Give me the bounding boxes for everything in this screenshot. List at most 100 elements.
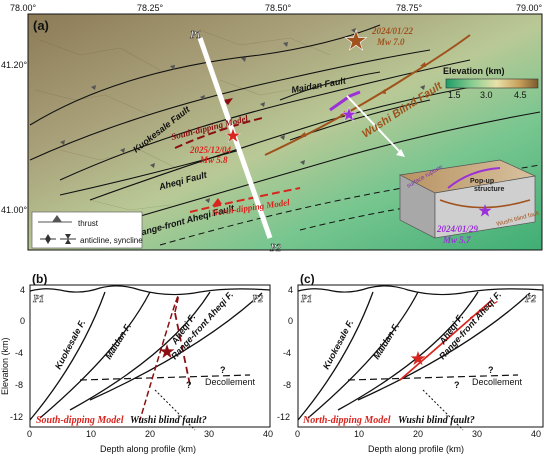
- elevation-tick-3: 4.5: [514, 90, 527, 100]
- section-c: (c) P1 P2 Kuokesale F. Maidan F. Aheqi F…: [277, 272, 544, 454]
- elevation-tick-1: 1.5: [448, 90, 461, 100]
- section-c-q1: ?: [454, 380, 460, 390]
- section-c-xtick-1: 10: [354, 429, 364, 439]
- section-b-decollement: [79, 374, 251, 381]
- section-b-ytick-4: -12: [10, 412, 23, 422]
- section-c-xtick-3: 30: [472, 429, 482, 439]
- fault-lines: [29, 24, 541, 223]
- section-c-ytick-1: 0: [288, 316, 293, 326]
- section-b-ytick-2: -4: [15, 348, 23, 358]
- section-c-xtick-2: 20: [413, 429, 423, 439]
- section-b-xlabel: Depth along profile (km): [100, 444, 196, 454]
- elevation-tick-2: 3.0: [480, 90, 493, 100]
- popup-surface-rupture: [329, 90, 361, 112]
- symbol-legend-box: [31, 211, 143, 249]
- section-b-decollement-label: Decollement: [205, 377, 256, 387]
- section-b-south-dip-upper: [139, 294, 180, 421]
- section-c-decollement: [347, 374, 519, 381]
- star-2025-12-04: [224, 127, 242, 143]
- map-panel: P1 P2 2024/01/22 Mw 7.0 2025/12/04 Mw 5.…: [1, 3, 543, 254]
- star-2024-01-22: [344, 29, 368, 51]
- y-axis-label: Elevation (km): [0, 337, 10, 395]
- section-b-south-dip: [174, 312, 191, 386]
- section-b-q2: ?: [220, 365, 226, 375]
- event1-date: 2024/01/22: [371, 26, 414, 36]
- event3-mag: Mw 5.7: [442, 235, 471, 245]
- section-c-star: [410, 351, 426, 366]
- legend-fold-label: anticline, syncline: [80, 236, 143, 245]
- profile-p1: P1: [190, 30, 201, 41]
- map-frame: [27, 13, 543, 251]
- section-b-ytick-0: 4: [20, 285, 25, 295]
- section-b-xtick-4: 40: [263, 429, 273, 439]
- panel-b-label: (b): [32, 272, 47, 286]
- lon-tick-3: 78.75°: [396, 3, 423, 13]
- section-c-model-label: North-dipping Model: [302, 415, 391, 426]
- section-b-star: [159, 344, 175, 359]
- section-c-q2: ?: [488, 365, 494, 375]
- block-star: [478, 204, 492, 217]
- lat-tick-0: 41.20°: [1, 60, 28, 70]
- section-c-p1: P1: [301, 294, 312, 305]
- section-c-topography: [297, 285, 544, 296]
- north-dipping-trace: [189, 187, 301, 213]
- section-b: (b) P1 P2 Kuokesale F. Maidan F. Aheqi F…: [10, 272, 273, 454]
- block-popup-line1: Pop-up: [470, 178, 494, 185]
- section-c-ytick-0: 4: [288, 285, 293, 295]
- section-b-p1: P1: [33, 294, 44, 305]
- elevation-legend: Elevation (km) 1.5 3.0 4.5: [443, 66, 539, 100]
- lon-tick-0: 78.00°: [10, 3, 37, 13]
- section-b-ytick-3: -8: [15, 380, 23, 390]
- section-b-p2: P2: [252, 294, 263, 305]
- event1-mag: Mw 7.0: [376, 37, 405, 47]
- legend-syncline-symbol: [65, 234, 71, 244]
- event2-mag: Mw 5.8: [199, 155, 228, 165]
- lon-tick-4: 79.00°: [516, 3, 543, 13]
- callout-arrowhead: [396, 149, 405, 157]
- section-c-ytick-2: -4: [283, 348, 291, 358]
- section-b-frame: [29, 284, 271, 428]
- lat-tick-1: 41.00°: [1, 205, 28, 215]
- lon-tick-1: 78.25°: [137, 3, 164, 13]
- block-surface-line: [447, 167, 501, 189]
- legend-thrust-triangle: [52, 215, 62, 222]
- section-b-model-label: South-dipping Model: [36, 415, 124, 426]
- section-c-wushi-line: [422, 389, 464, 431]
- section-b-xtick-2: 20: [145, 429, 155, 439]
- section-c-north-dip-upper: [469, 299, 501, 319]
- block-blind-line: [439, 199, 531, 209]
- section-c-ytick-4: -12: [277, 412, 290, 422]
- profile-p2: P2: [270, 243, 281, 254]
- section-c-xtick-0: 0: [295, 429, 300, 439]
- star-2024-01-29: [340, 106, 358, 122]
- panel-a-label: (a): [33, 18, 49, 33]
- callout-arrow: [346, 95, 401, 153]
- section-c-xtick-4: 40: [531, 429, 541, 439]
- section-b-topography: [29, 285, 271, 296]
- section-b-xtick-0: 0: [27, 429, 32, 439]
- section-c-decollement-label: Decollement: [472, 377, 523, 387]
- panel-c-label: (c): [300, 272, 315, 286]
- section-b-wushi-label: Wushi blind fault?: [130, 415, 207, 426]
- event2-date: 2025/12/04: [189, 145, 232, 155]
- event3-date: 2024/01/29: [436, 224, 479, 234]
- symbol-legend: thrust anticline, syncline: [31, 211, 143, 249]
- block-popup-line2: structure: [474, 186, 504, 193]
- section-b-ytick-1: 0: [20, 316, 25, 326]
- section-c-ytick-3: -8: [283, 380, 291, 390]
- lon-ticks: 78.00° 78.25° 78.50° 78.75° 79.00°: [10, 3, 543, 13]
- legend-anticline-symbol: [45, 234, 51, 244]
- section-b-xtick-3: 30: [204, 429, 214, 439]
- section-b-faults: [29, 291, 263, 421]
- legend-thrust-label: thrust: [78, 219, 99, 228]
- south-teeth: [223, 98, 233, 105]
- elevation-legend-title: Elevation (km): [443, 66, 505, 76]
- lon-tick-2: 78.50°: [265, 3, 292, 13]
- section-b-q1: ?: [186, 380, 192, 390]
- section-c-p2: P2: [525, 294, 536, 305]
- section-c-frame: [297, 284, 544, 428]
- elevation-colorbar: [445, 78, 539, 89]
- north-teeth: [212, 198, 222, 206]
- section-c-xlabel: Depth along profile (km): [368, 444, 464, 454]
